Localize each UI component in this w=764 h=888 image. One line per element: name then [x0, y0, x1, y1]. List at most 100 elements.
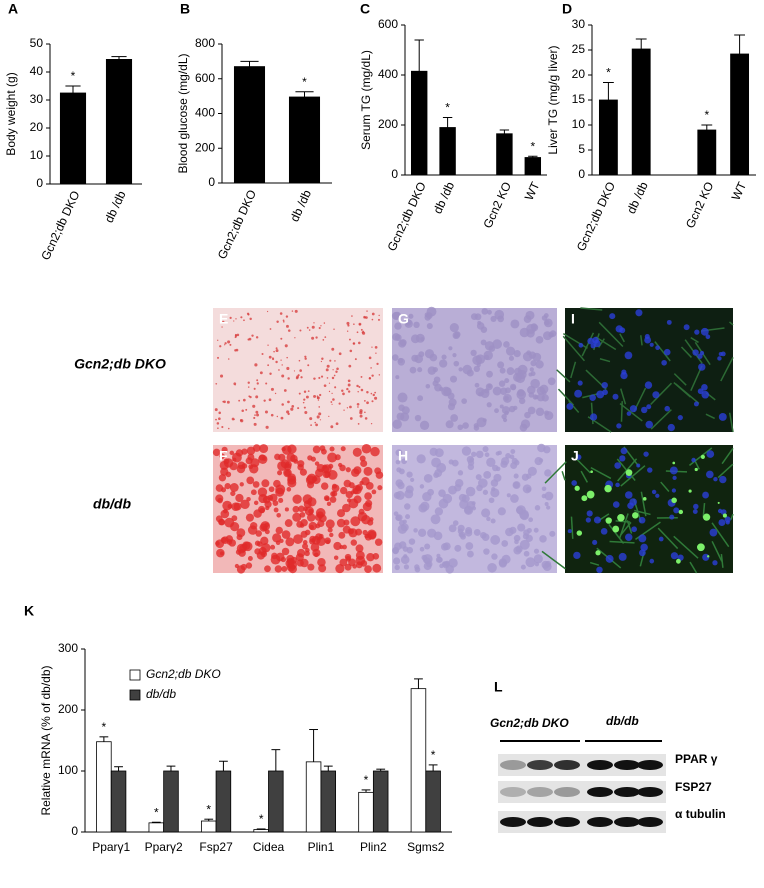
texture	[534, 395, 539, 400]
texture	[408, 538, 416, 545]
texture	[222, 320, 225, 324]
panel-label: J	[571, 448, 579, 464]
y-tick-label: 25	[572, 42, 586, 56]
texture	[544, 502, 549, 507]
texture	[304, 529, 311, 536]
texture	[462, 364, 472, 375]
texture	[377, 485, 383, 491]
texture	[513, 405, 518, 411]
texture	[510, 449, 516, 454]
texture	[340, 446, 346, 452]
texture	[291, 310, 294, 312]
x-tick-label: db /db	[287, 187, 314, 223]
texture	[478, 478, 488, 488]
texture	[309, 417, 313, 421]
texture	[279, 538, 284, 543]
texture	[320, 325, 322, 327]
texture	[649, 558, 655, 564]
legend-swatch	[129, 669, 141, 681]
texture	[231, 502, 241, 511]
texture	[644, 381, 653, 389]
y-tick-label: 20	[572, 67, 586, 81]
texture	[483, 470, 492, 479]
texture	[644, 336, 652, 344]
y-tick-label: 800	[195, 36, 215, 50]
texture	[625, 491, 633, 499]
texture	[366, 552, 375, 562]
texture	[688, 489, 692, 493]
texture	[243, 319, 245, 322]
texture	[300, 376, 303, 379]
texture	[248, 395, 251, 398]
texture	[295, 376, 299, 380]
texture	[424, 543, 431, 550]
texture	[705, 334, 711, 340]
texture	[398, 541, 407, 549]
texture	[331, 403, 333, 405]
texture	[292, 505, 300, 513]
texture	[229, 316, 232, 320]
texture	[449, 375, 458, 383]
texture	[535, 407, 545, 417]
texture	[480, 339, 487, 346]
texture	[678, 509, 684, 515]
texture	[523, 315, 532, 323]
x-tick-label: Sgms2	[407, 840, 445, 854]
texture	[364, 417, 368, 420]
texture	[304, 357, 307, 360]
texture	[545, 560, 552, 567]
texture	[254, 548, 261, 555]
x-tick-label: Fsp27	[199, 840, 233, 854]
texture	[448, 346, 453, 351]
texture	[247, 556, 253, 561]
y-tick-label: 0	[208, 175, 215, 189]
texture	[636, 463, 641, 468]
texture	[561, 471, 566, 481]
texture	[265, 382, 268, 385]
texture	[281, 547, 290, 556]
texture	[363, 399, 366, 402]
texture	[640, 335, 643, 346]
texture	[365, 316, 368, 319]
texture	[692, 509, 698, 514]
bar	[631, 48, 651, 176]
texture	[326, 364, 330, 368]
texture	[452, 520, 459, 526]
texture	[450, 414, 459, 422]
x-tick-label: Gcn2 KO	[480, 180, 514, 231]
texture	[285, 315, 289, 318]
bar	[524, 157, 542, 176]
texture	[677, 414, 683, 421]
texture	[370, 446, 380, 457]
texture	[341, 389, 344, 392]
texture	[216, 422, 220, 425]
x-tick-label: Gcn2;db DKO	[574, 180, 618, 254]
panel-label: B	[180, 1, 190, 17]
texture	[445, 564, 455, 574]
y-tick-label: 10	[30, 148, 44, 162]
texture	[405, 319, 412, 326]
texture	[355, 485, 360, 491]
texture	[728, 412, 734, 433]
texture	[694, 329, 700, 335]
texture	[562, 333, 588, 349]
texture	[700, 454, 705, 459]
texture	[465, 542, 474, 550]
texture	[539, 535, 547, 543]
texture	[348, 482, 355, 489]
bar	[410, 70, 428, 176]
texture	[513, 349, 521, 358]
texture	[372, 393, 375, 397]
texture	[499, 367, 506, 374]
texture	[316, 396, 320, 400]
texture	[287, 412, 290, 416]
texture	[374, 396, 378, 400]
texture	[339, 558, 348, 567]
texture	[669, 514, 675, 520]
texture	[429, 447, 438, 456]
texture	[699, 350, 705, 356]
texture	[497, 450, 502, 456]
texture	[464, 506, 472, 514]
texture	[717, 463, 734, 479]
texture	[441, 354, 447, 360]
